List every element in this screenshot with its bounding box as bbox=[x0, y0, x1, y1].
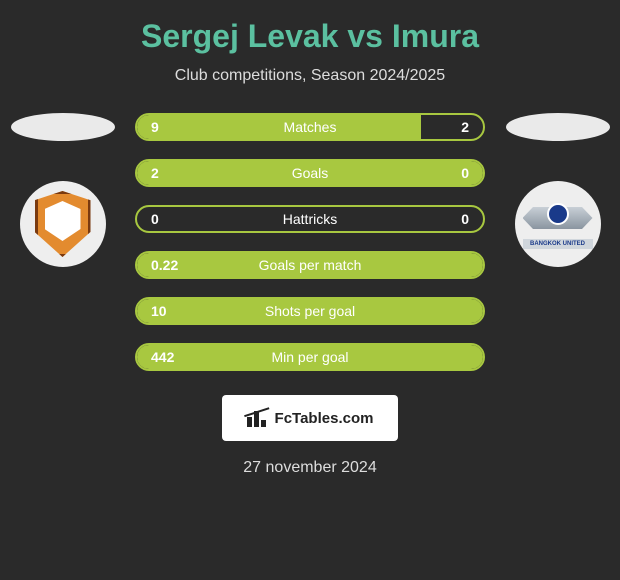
page-title: Sergej Levak vs Imura bbox=[0, 18, 620, 55]
date-label: 27 november 2024 bbox=[0, 459, 620, 477]
stat-left-value: 0.22 bbox=[151, 257, 178, 273]
stat-left-value: 2 bbox=[151, 165, 159, 181]
subtitle: Club competitions, Season 2024/2025 bbox=[0, 67, 620, 85]
brand-text: FcTables.com bbox=[275, 410, 374, 427]
chart-icon bbox=[247, 409, 269, 427]
main-row: 9 Matches 2 2 Goals 0 0 Hattricks 0 0.22 Goals per… bbox=[0, 113, 620, 371]
stat-label: Goals per match bbox=[259, 257, 362, 273]
right-player-col: BANGKOK UNITED bbox=[503, 113, 612, 267]
stat-left-value: 0 bbox=[151, 211, 159, 227]
stat-label: Goals bbox=[292, 165, 329, 181]
player-silhouette-left bbox=[11, 113, 115, 141]
brand-badge[interactable]: FcTables.com bbox=[222, 395, 398, 441]
stat-bar-fill bbox=[137, 115, 421, 139]
stat-bar: 0 Hattricks 0 bbox=[135, 205, 485, 233]
stat-bar: 9 Matches 2 bbox=[135, 113, 485, 141]
player-silhouette-right bbox=[506, 113, 610, 141]
shield-icon bbox=[35, 191, 91, 257]
stat-label: Matches bbox=[284, 119, 337, 135]
stat-label: Hattricks bbox=[283, 211, 337, 227]
left-player-col bbox=[8, 113, 117, 267]
stat-left-value: 10 bbox=[151, 303, 167, 319]
left-club-badge[interactable] bbox=[20, 181, 106, 267]
stat-right-value: 0 bbox=[461, 165, 469, 181]
stat-right-value: 0 bbox=[461, 211, 469, 227]
stat-bar: 442 Min per goal bbox=[135, 343, 485, 371]
stat-label: Min per goal bbox=[271, 349, 348, 365]
stat-left-value: 9 bbox=[151, 119, 159, 135]
right-club-badge[interactable]: BANGKOK UNITED bbox=[515, 181, 601, 267]
wings-badge-icon: BANGKOK UNITED bbox=[523, 199, 593, 249]
comparison-card: Sergej Levak vs Imura Club competitions,… bbox=[0, 0, 620, 487]
stats-bars: 9 Matches 2 2 Goals 0 0 Hattricks 0 0.22 Goals per… bbox=[135, 113, 485, 371]
stat-right-value: 2 bbox=[461, 119, 469, 135]
stat-bar: 10 Shots per goal bbox=[135, 297, 485, 325]
stat-left-value: 442 bbox=[151, 349, 174, 365]
stat-bar: 0.22 Goals per match bbox=[135, 251, 485, 279]
stat-label: Shots per goal bbox=[265, 303, 355, 319]
stat-bar: 2 Goals 0 bbox=[135, 159, 485, 187]
